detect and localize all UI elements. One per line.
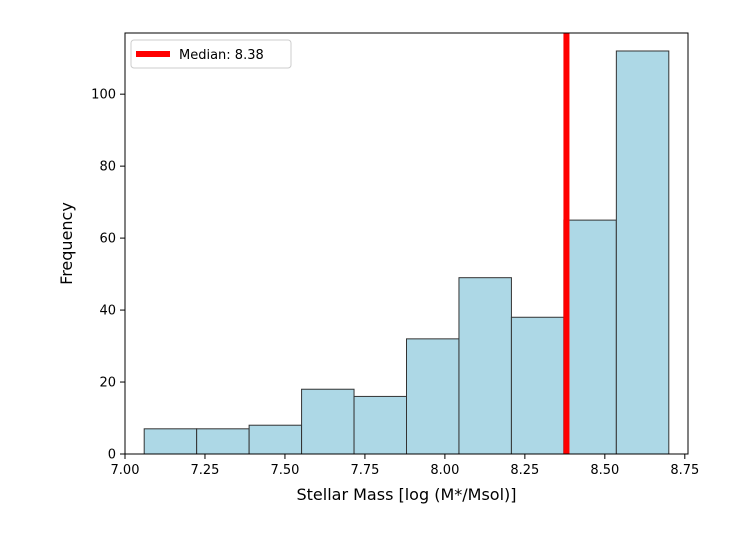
histogram-bar: [615, 50, 670, 455]
x-tick-label: 8.75: [670, 463, 699, 478]
y-axis-label: Frequency: [57, 202, 76, 285]
histogram-bar: [196, 428, 250, 455]
histogram-bar: [563, 219, 617, 455]
x-tick-label: 8.25: [510, 463, 539, 478]
y-tick-label: 0: [108, 448, 116, 463]
axes-frame: [124, 32, 689, 455]
legend-label-median: Median: 8.38: [179, 48, 264, 63]
x-tick-label: 7.50: [270, 463, 299, 478]
x-tick-label: 8.00: [430, 463, 459, 478]
y-axis-ticks: 0 20 40 60 80 100: [91, 88, 125, 463]
legend: Median: 8.38: [130, 39, 292, 69]
histogram-bar: [248, 424, 303, 455]
y-tick-label: 80: [99, 160, 116, 175]
x-axis-label: Stellar Mass [log (M*/Msol)]: [296, 485, 516, 504]
histogram-bar: [143, 428, 198, 455]
x-tick-label: 7.75: [350, 463, 379, 478]
y-tick-label: 40: [99, 304, 116, 319]
x-tick-label: 7.25: [190, 463, 219, 478]
y-tick-label: 100: [91, 88, 116, 103]
histogram-bar: [458, 277, 512, 455]
x-tick-label: 7.00: [111, 463, 140, 478]
y-tick-label: 20: [99, 376, 116, 391]
y-tick-label: 60: [99, 232, 116, 247]
x-tick-label: 8.50: [590, 463, 619, 478]
histogram-bar: [406, 338, 460, 455]
histogram-bar: [510, 316, 565, 455]
legend-box: [130, 39, 292, 69]
histogram-bar: [353, 395, 407, 455]
histogram-bar: [301, 388, 355, 455]
histogram-bars: [143, 50, 670, 455]
x-axis-ticks: 7.00 7.25 7.50 7.75 8.00 8.25 8.50 8.75: [111, 454, 699, 478]
